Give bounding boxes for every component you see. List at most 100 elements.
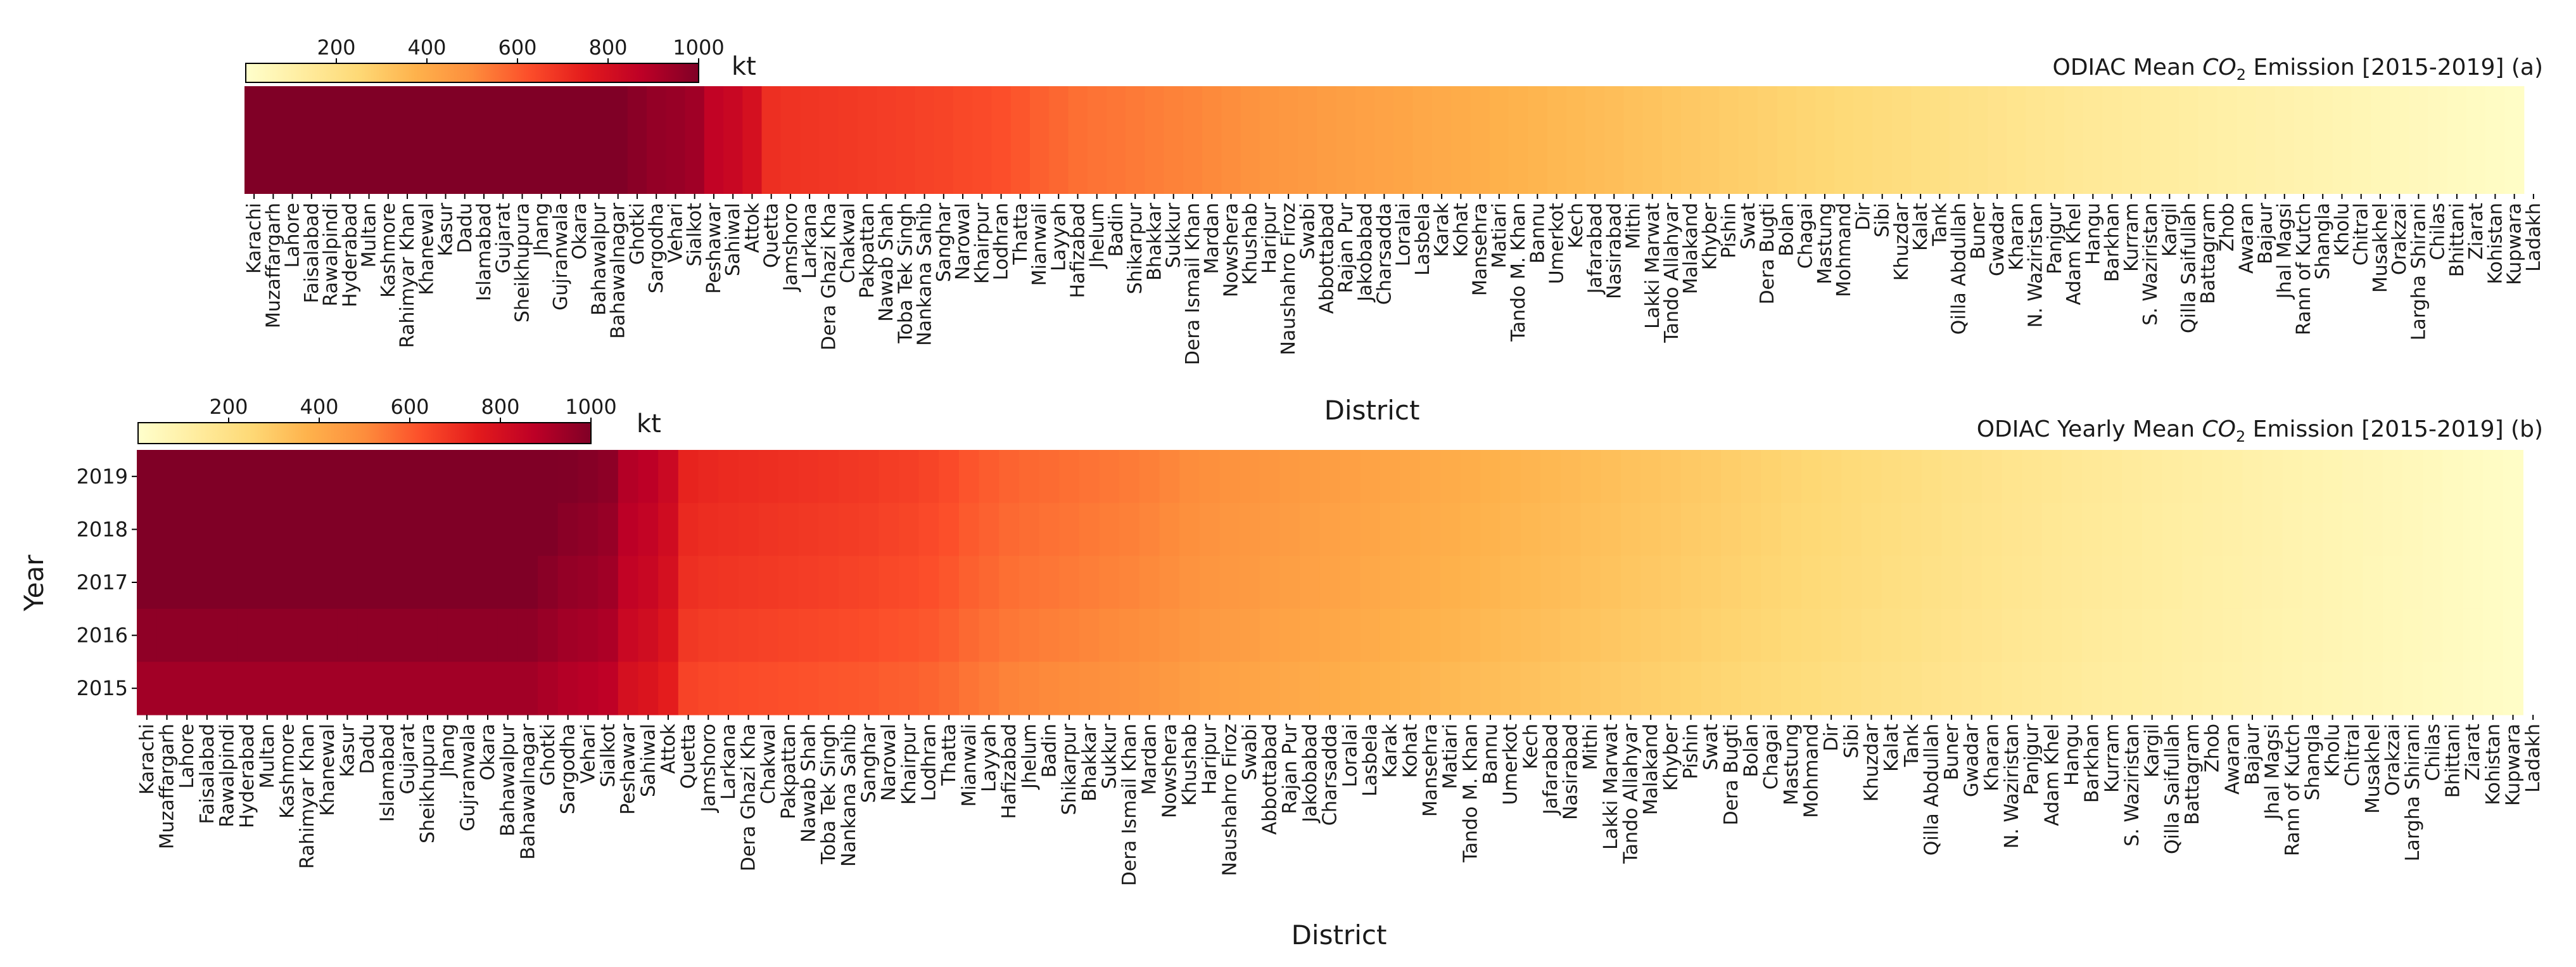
heatmap-a-cell [570, 86, 590, 194]
heatmap-b-cell [1139, 608, 1160, 662]
heatmap-b-cell [1340, 503, 1361, 556]
heatmap-b-cell [2021, 503, 2043, 556]
heatmap-b-cell [2483, 503, 2504, 556]
heatmap-b-cell [2282, 662, 2303, 715]
heatmap-b-district-label: Matiari [1440, 724, 1462, 789]
heatmap-b-cell [557, 556, 579, 610]
heatmap-b-cell [939, 450, 960, 504]
heatmap-b-cell [1821, 662, 1842, 715]
heatmap-b-district-label: Mithi [1580, 724, 1602, 770]
heatmap-b-cell [939, 503, 960, 556]
heatmap-b-district-labels: KarachiMuzaffargarhLahoreFaisalabadRawal… [136, 715, 2544, 886]
heatmap-b-cell [1620, 608, 1641, 662]
heatmap-b-cell [2423, 608, 2444, 662]
heatmap-b-cell [1601, 662, 1621, 715]
heatmap-a-cell [436, 86, 456, 194]
heatmap-b-district-label: Ziarat [2462, 724, 2484, 781]
heatmap-b-district-label: Kohistan [2482, 724, 2504, 805]
heatmap-b-cell [1480, 662, 1501, 715]
heatmap-a-district-label: Orakzai [2389, 203, 2411, 275]
heatmap-a-district-label: Jamshoro [780, 203, 802, 292]
heatmap-b-cell [538, 556, 559, 610]
heatmap-a-district-label: Mohmand [1833, 203, 1855, 297]
heatmap-b-cell [1981, 662, 2002, 715]
heatmap-a-district-label: Karak [1431, 202, 1453, 257]
heatmap-b-cell [217, 662, 238, 715]
heatmap-b-district-label: Vehari [577, 724, 599, 784]
heatmap-b-cell [1500, 608, 1521, 662]
heatmap-b-cell [918, 662, 939, 715]
heatmap-a-cell [1642, 86, 1663, 194]
heatmap-a-cell [455, 86, 475, 194]
heatmap-b-cell [1560, 556, 1581, 610]
heatmap-b-district-label: Malakand [1640, 724, 1662, 815]
heatmap-b-cell [1240, 450, 1260, 504]
heatmap-a-district-label: Islamabad [473, 203, 495, 301]
heatmap-b-district-label: Barkhan [2081, 724, 2103, 803]
heatmap-a-cell [1623, 86, 1644, 194]
heatmap-b-cell [1701, 503, 1722, 556]
heatmap-b-cell [497, 608, 519, 662]
heatmap-b-cell [2282, 450, 2303, 504]
heatmap-b-cell [2302, 450, 2323, 504]
heatmap-a-cells [244, 86, 2525, 194]
heatmap-b-cell [1259, 503, 1281, 556]
heatmap-b-cell [2062, 503, 2083, 556]
heatmap-a-cell [1891, 86, 1912, 194]
heatmap-a-district-label: Attok [741, 202, 763, 253]
heatmap-b-cell [1661, 662, 1682, 715]
heatmap-b-cell [718, 662, 739, 715]
heatmap-b-district-label: Karak [1380, 723, 1402, 778]
heatmap-b-cell [638, 450, 659, 504]
heatmap-b-cell [1139, 556, 1160, 610]
heatmap-b-district-label: Badin [1039, 724, 1061, 778]
heatmap-b-cell [417, 503, 438, 556]
heatmap-b-district-label: Buner [1941, 723, 1963, 780]
heatmap-b-cell [1300, 556, 1321, 610]
heatmap-a-cell [1298, 86, 1318, 194]
heatmap-b-cell [1240, 662, 1260, 715]
heatmap-b-cell [517, 450, 538, 504]
heatmap-b-cell [2322, 608, 2344, 662]
heatmap-b-cell [1300, 503, 1321, 556]
heatmap-b-cell [297, 450, 318, 504]
heatmap-b-cell [1279, 556, 1300, 610]
heatmap-b-cell [738, 450, 759, 504]
heatmap-b-district-label: Umerkot [1500, 724, 1522, 805]
heatmap-b-cell [839, 503, 860, 556]
heatmap-b-cell [999, 450, 1020, 504]
heatmap-a-cell [1451, 86, 1471, 194]
heatmap-b-district-label: Mianwali [958, 724, 980, 807]
heatmap-a-district-label: Mithi [1623, 203, 1645, 249]
heatmap-b-cell [1841, 608, 1862, 662]
heatmap-b-cell [2242, 608, 2263, 662]
heatmap-b-cell [2423, 503, 2444, 556]
heatmap-a-district-label: Battagram [2197, 203, 2219, 304]
heatmap-a-cell [244, 86, 264, 194]
heatmap-b-district-label: Thatta [938, 724, 960, 786]
heatmap-b-cell [2503, 608, 2523, 662]
heatmap-b-cell [839, 662, 860, 715]
heatmap-a-cell [780, 86, 801, 194]
heatmap-b-district-label: Bannu [1480, 724, 1502, 784]
heatmap-b-cell [2302, 608, 2323, 662]
heatmap-a-cell [1815, 86, 1835, 194]
heatmap-b-district-label: Bhakkar [1079, 723, 1101, 802]
heatmap-b-district-label: Gujranwala [457, 724, 479, 831]
heatmap-b-cell [1701, 556, 1722, 610]
heatmap-b-cell [1360, 608, 1381, 662]
heatmap-b-district-label: Bajaur [2242, 723, 2264, 785]
heatmap-b-cell [1119, 503, 1140, 556]
heatmap-b-cell [958, 450, 980, 504]
heatmap-b-district-label: Larkana [718, 724, 740, 800]
heatmap-b-cell [578, 662, 599, 715]
heatmap-b-cell [1259, 608, 1281, 662]
heatmap-b-cell [1219, 556, 1240, 610]
heatmap-b-cell [2242, 556, 2263, 610]
heatmap-b-cell [2162, 662, 2183, 715]
heatmap-b-cell [1500, 662, 1521, 715]
panel-b-yearly-heatmap: 200 400 600 800 1000 kt ODIAC Yearly Mean CO… [18, 395, 2544, 951]
colorbar-a-tick-label: 400 [407, 35, 446, 60]
heatmap-b-cell [1500, 503, 1521, 556]
heatmap-b-cell [1721, 662, 1742, 715]
